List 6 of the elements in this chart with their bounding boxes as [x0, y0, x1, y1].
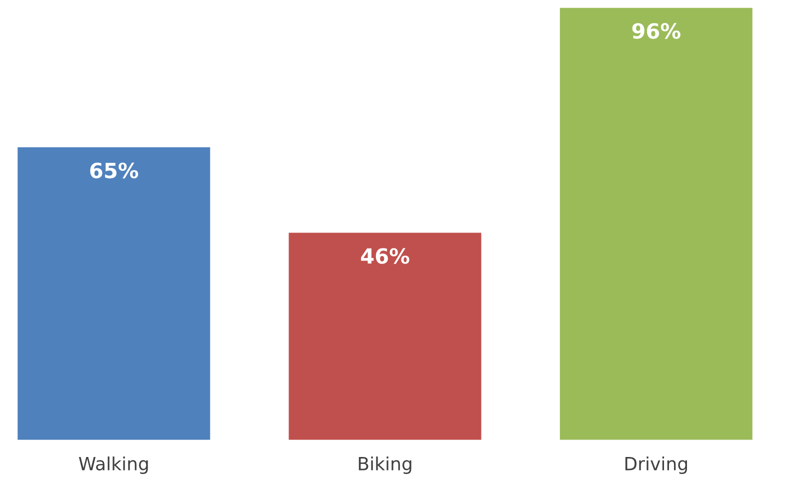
data-label: 65%: [90, 162, 138, 178]
x-tick-label: Walking: [78, 456, 148, 474]
x-tick-label: Biking: [358, 456, 412, 474]
data-label: 96%: [632, 23, 680, 39]
data-label: 46%: [361, 248, 410, 264]
x-tick-label: Driving: [625, 456, 687, 474]
